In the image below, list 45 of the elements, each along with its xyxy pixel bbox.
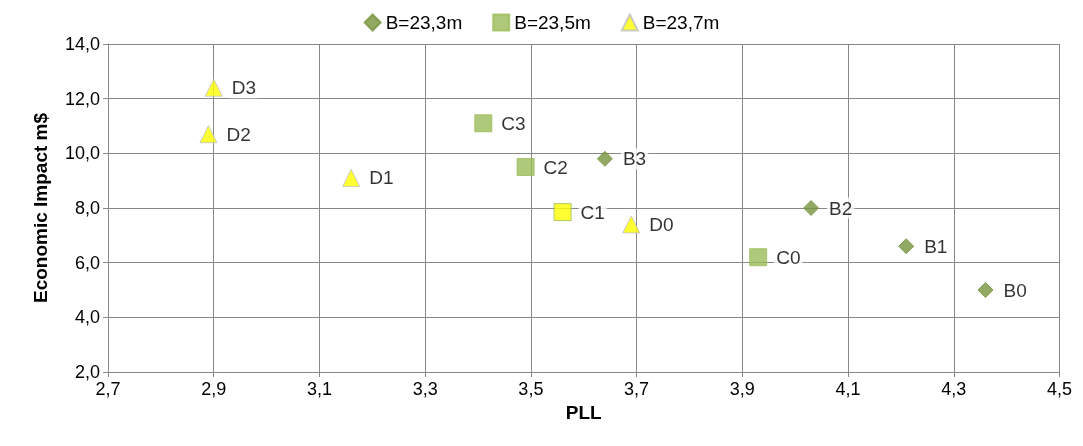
annotation: D1 xyxy=(369,167,394,189)
annotation: B3 xyxy=(622,148,647,170)
annotation: C1 xyxy=(580,201,605,223)
y-tick-label: 2,0 xyxy=(74,362,100,382)
point xyxy=(516,158,535,176)
point xyxy=(749,248,768,267)
x-tick-label: 2,9 xyxy=(201,379,227,399)
point xyxy=(977,282,994,298)
x-tick-label: 3,3 xyxy=(412,379,438,399)
point xyxy=(204,78,223,97)
legend-label: B=23,7m xyxy=(642,12,720,33)
x-tick-label: 3,9 xyxy=(729,379,755,399)
y-axis-title: Economic Impact m$ xyxy=(30,112,51,304)
x-tick-label: 4,1 xyxy=(835,379,861,399)
point xyxy=(199,125,218,144)
point xyxy=(622,215,641,234)
annotation: B2 xyxy=(829,197,853,219)
legend-label: B=23,5m xyxy=(514,12,591,33)
annotation: C2 xyxy=(543,156,568,178)
annotation: D2 xyxy=(226,123,251,145)
point xyxy=(596,150,613,167)
annotation: B0 xyxy=(1003,279,1027,301)
y-tick-label: 6,0 xyxy=(74,252,100,273)
annotation: C3 xyxy=(501,112,526,134)
annotation: D0 xyxy=(649,213,674,235)
y-tick-label: 8,0 xyxy=(74,198,100,218)
y-tick-label: 12,0 xyxy=(64,88,100,109)
annotation: C0 xyxy=(776,246,801,268)
point xyxy=(474,114,493,133)
x-tick-label: 3,5 xyxy=(518,379,544,399)
y-tick-label: 4,0 xyxy=(74,307,100,328)
point xyxy=(342,168,361,187)
legend-label: B=23,3m xyxy=(385,12,463,33)
x-tick-label: 2,7 xyxy=(95,379,121,399)
annotation: D3 xyxy=(231,77,257,99)
x-tick-label: 3,7 xyxy=(624,379,650,399)
x-tick-label: 4,3 xyxy=(941,379,967,399)
point xyxy=(803,200,820,216)
x-axis-title: PLL xyxy=(565,401,603,423)
point xyxy=(898,238,915,255)
annotation: B1 xyxy=(924,235,948,257)
y-tick-label: 10,0 xyxy=(64,143,100,164)
x-tick-label: 4,5 xyxy=(1046,379,1072,399)
x-tick-label: 3,1 xyxy=(306,379,332,399)
y-tick-label: 14,0 xyxy=(64,34,100,54)
